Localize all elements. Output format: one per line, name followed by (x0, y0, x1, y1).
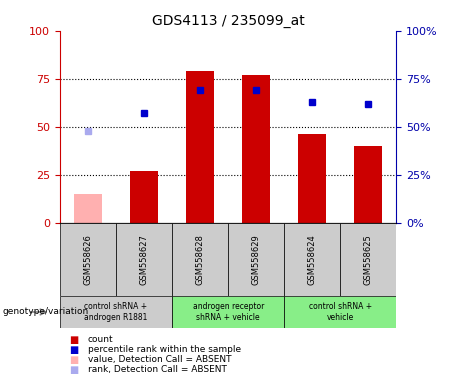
Text: GSM558625: GSM558625 (364, 234, 373, 285)
Bar (298, 134, 326, 223)
Bar (60, 296, 172, 328)
Bar (116, 223, 172, 296)
Title: GDS4113 / 235099_at: GDS4113 / 235099_at (152, 14, 305, 28)
Text: ■: ■ (69, 365, 78, 375)
Text: genotype/variation: genotype/variation (2, 308, 89, 316)
Text: GSM558624: GSM558624 (308, 234, 317, 285)
Bar (186, 71, 214, 223)
Bar (172, 223, 228, 296)
Text: rank, Detection Call = ABSENT: rank, Detection Call = ABSENT (88, 365, 226, 374)
Text: count: count (88, 335, 113, 344)
Text: percentile rank within the sample: percentile rank within the sample (88, 345, 241, 354)
Bar (172, 296, 284, 328)
Text: value, Detection Call = ABSENT: value, Detection Call = ABSENT (88, 355, 231, 364)
Bar (130, 171, 158, 223)
Bar (355, 146, 383, 223)
Bar (340, 223, 396, 296)
Text: GSM558627: GSM558627 (140, 234, 148, 285)
Bar (242, 75, 270, 223)
Bar (74, 194, 102, 223)
Text: ■: ■ (69, 345, 78, 355)
Text: GSM558628: GSM558628 (195, 234, 205, 285)
Text: control shRNA +
vehicle: control shRNA + vehicle (309, 302, 372, 322)
Bar (284, 296, 396, 328)
Text: GSM558629: GSM558629 (252, 234, 261, 285)
Bar (284, 223, 340, 296)
Text: androgen receptor
shRNA + vehicle: androgen receptor shRNA + vehicle (193, 302, 264, 322)
Bar (228, 223, 284, 296)
Text: ■: ■ (69, 355, 78, 365)
Text: ■: ■ (69, 335, 78, 345)
Text: control shRNA +
androgen R1881: control shRNA + androgen R1881 (84, 302, 148, 322)
Text: GSM558626: GSM558626 (83, 234, 93, 285)
Bar (60, 223, 116, 296)
